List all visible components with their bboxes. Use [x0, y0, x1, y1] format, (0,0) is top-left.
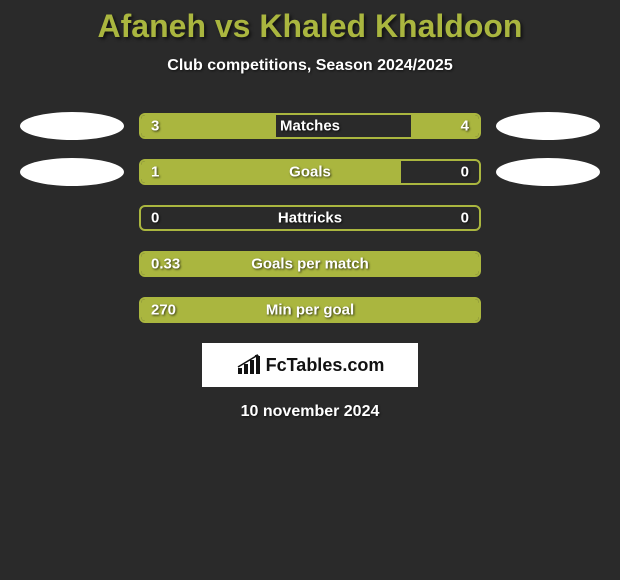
- logo-text: FcTables.com: [266, 355, 385, 376]
- stats-rows: 3 Matches 4 1 Goals 0 0 Hattricks 0 0.33 Goals per…: [0, 113, 620, 323]
- date-label: 10 november 2024: [0, 403, 620, 421]
- stat-value-left: 1: [151, 164, 159, 181]
- stat-label: Goals per match: [251, 256, 369, 273]
- subtitle: Club competitions, Season 2024/2025: [0, 57, 620, 75]
- stat-value-right: 4: [461, 118, 469, 135]
- bar-fill-left: [141, 161, 401, 183]
- stat-bar: 3 Matches 4: [139, 113, 481, 139]
- page-title: Afaneh vs Khaled Khaldoon: [0, 8, 620, 45]
- logo-inner: FcTables.com: [236, 354, 385, 376]
- player-right-marker: [496, 158, 600, 186]
- stat-bar: 0.33 Goals per match: [139, 251, 481, 277]
- stat-row: 270 Min per goal: [0, 297, 620, 323]
- player-left-marker: [20, 112, 124, 140]
- stat-value-right: 0: [461, 164, 469, 181]
- attribution-logo: FcTables.com: [202, 343, 418, 387]
- bar-fill-left: [141, 115, 276, 137]
- stat-bar: 270 Min per goal: [139, 297, 481, 323]
- stat-label: Min per goal: [266, 302, 354, 319]
- player-left-marker: [20, 158, 124, 186]
- stat-row: 1 Goals 0: [0, 159, 620, 185]
- stat-value-left: 0.33: [151, 256, 180, 273]
- stat-value-right: 0: [461, 210, 469, 227]
- stat-value-left: 3: [151, 118, 159, 135]
- stat-row: 3 Matches 4: [0, 113, 620, 139]
- stat-label: Matches: [280, 118, 340, 135]
- stat-value-left: 270: [151, 302, 176, 319]
- stat-row: 0 Hattricks 0: [0, 205, 620, 231]
- player-right-marker: [496, 112, 600, 140]
- stat-bar: 1 Goals 0: [139, 159, 481, 185]
- stat-label: Goals: [289, 164, 331, 181]
- stat-value-left: 0: [151, 210, 159, 227]
- comparison-infographic: Afaneh vs Khaled Khaldoon Club competiti…: [0, 0, 620, 421]
- stat-label: Hattricks: [278, 210, 342, 227]
- stat-bar: 0 Hattricks 0: [139, 205, 481, 231]
- bars-icon: [236, 354, 262, 376]
- stat-row: 0.33 Goals per match: [0, 251, 620, 277]
